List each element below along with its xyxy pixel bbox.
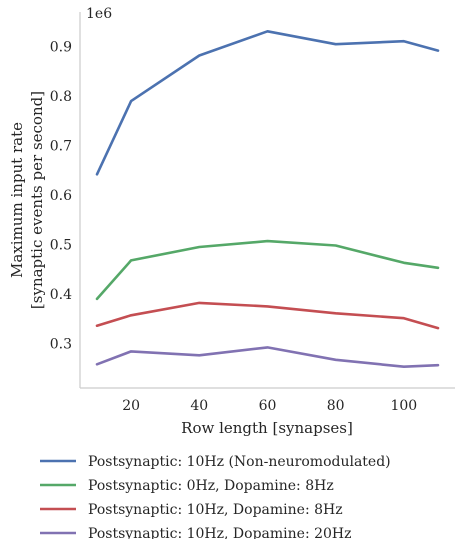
y-axis-label-line-1: Maximum input rate	[8, 122, 26, 278]
y-multiplier: 1e6	[86, 6, 112, 22]
y-axis-label-line-2: [synaptic events per second]	[28, 91, 46, 309]
legend-label: Postsynaptic: 10Hz, Dopamine: 20Hz	[88, 526, 352, 539]
y-tick-label: 0.4	[50, 287, 72, 303]
y-tick-label: 0.3	[50, 336, 72, 352]
legend: Postsynaptic: 10Hz (Non-neuromodulated) P…	[40, 454, 391, 539]
series-line-2	[95, 239, 440, 301]
series-line-1	[95, 29, 440, 176]
y-tick-label: 0.6	[50, 188, 72, 204]
x-axis-label: Row length [synapses]	[181, 419, 353, 437]
x-tick-label: 40	[190, 398, 208, 414]
y-tick-label: 0.9	[50, 40, 72, 56]
y-tick-label: 0.7	[50, 139, 72, 155]
series-lines	[95, 29, 440, 369]
axes	[79, 12, 455, 389]
y-axis-label: Maximum input rate [synaptic events per …	[8, 91, 46, 309]
legend-item: Postsynaptic: 10Hz (Non-neuromodulated)	[40, 454, 391, 470]
legend-label: Postsynaptic: 10Hz, Dopamine: 8Hz	[88, 502, 343, 518]
legend-label: Postsynaptic: 10Hz (Non-neuromodulated)	[88, 454, 391, 470]
legend-item: Postsynaptic: 10Hz, Dopamine: 20Hz	[40, 526, 352, 539]
x-tick-label: 80	[327, 398, 345, 414]
x-tick-label: 100	[390, 398, 417, 414]
series-line-4	[95, 346, 440, 369]
legend-item: Postsynaptic: 0Hz, Dopamine: 8Hz	[40, 478, 334, 494]
y-tick-label: 0.8	[50, 89, 72, 105]
legend-label: Postsynaptic: 0Hz, Dopamine: 8Hz	[88, 478, 334, 494]
y-ticks: 0.3 0.4 0.5 0.6 0.7 0.8 0.9	[50, 40, 72, 353]
y-tick-label: 0.5	[50, 238, 72, 254]
series-line-3	[95, 301, 440, 330]
legend-item: Postsynaptic: 10Hz, Dopamine: 8Hz	[40, 502, 343, 518]
x-ticks: 20 40 60 80 100	[122, 398, 417, 414]
x-tick-label: 60	[259, 398, 277, 414]
x-tick-label: 20	[122, 398, 140, 414]
